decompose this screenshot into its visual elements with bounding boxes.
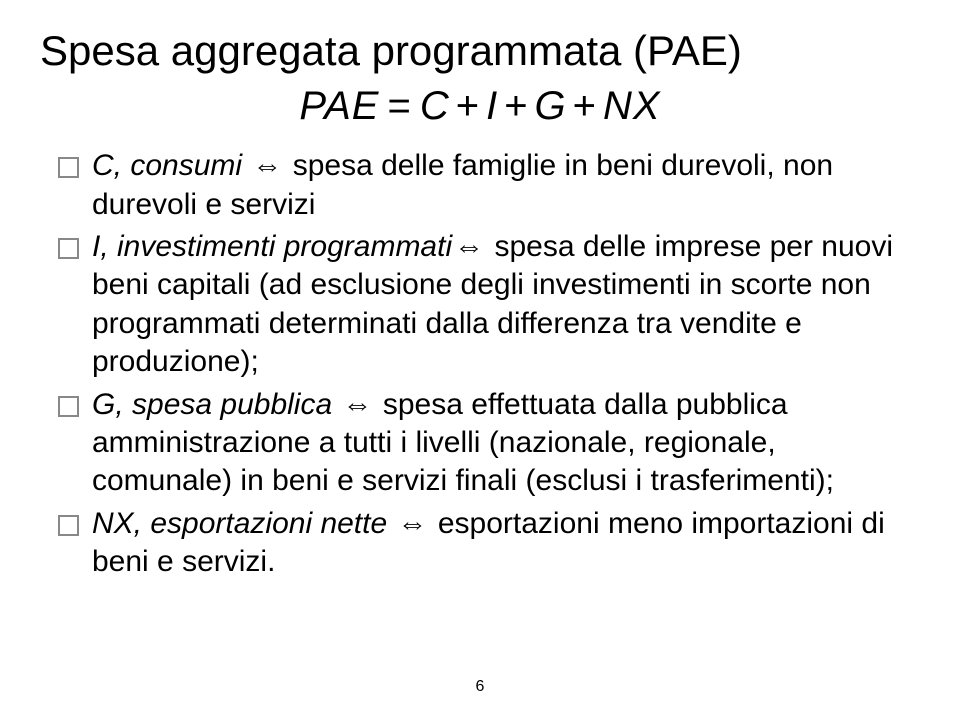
arrow-icon: ⇔ [343,386,373,424]
list-item: I, investimenti programmati⇔ spesa delle… [58,228,920,382]
arrow-icon: ⇔ [454,228,484,266]
arrow-icon: ⇔ [252,147,282,185]
formula-op-2: + [573,84,597,128]
page-number: 6 [476,678,485,696]
formula-eq: = [387,84,411,128]
formula-term-3: NX [603,84,661,128]
arrow-icon: ⇔ [398,505,428,543]
slide-title: Spesa aggregata programmata (PAE) [40,28,920,74]
formula: PAE=C+I+G+NX [40,84,920,129]
bullet-lead: G, spesa pubblica [92,388,332,421]
formula-op-1: + [504,84,528,128]
bullet-lead: C, consumi [92,149,242,182]
formula-term-0: C [420,84,450,128]
bullet-lead: I, investimenti programmati [92,230,452,263]
formula-op-0: + [456,84,480,128]
bullet-lead: NX, esportazioni nette [92,507,387,540]
formula-lhs: PAE [299,84,379,128]
formula-term-1: I [486,84,498,128]
list-item: C, consumi ⇔ spesa delle famiglie in ben… [58,147,920,224]
bullet-list: C, consumi ⇔ spesa delle famiglie in ben… [40,147,920,581]
list-item: G, spesa pubblica ⇔ spesa effettuata dal… [58,386,920,501]
list-item: NX, esportazioni nette ⇔ esportazioni me… [58,505,920,582]
formula-term-2: G [535,84,567,128]
